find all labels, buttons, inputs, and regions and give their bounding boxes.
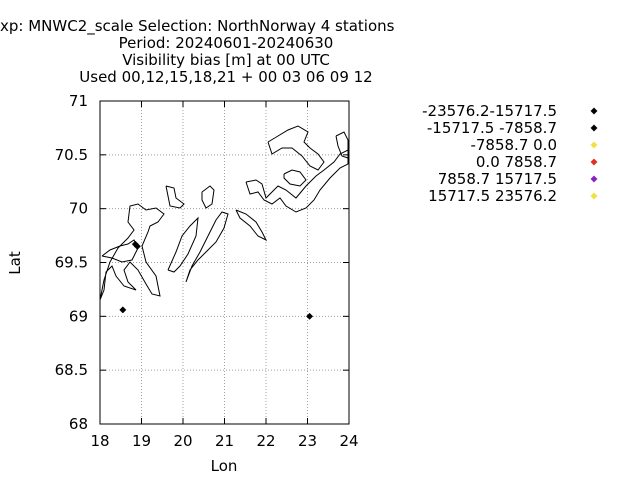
y-tick-label: 69.5 — [55, 254, 88, 272]
legend-label: -7858.7 0.0 — [470, 136, 557, 154]
legend-label: -23576.2-15717.5 — [422, 102, 557, 120]
legend-label: -15717.5 -7858.7 — [427, 119, 557, 137]
legend-marker — [590, 124, 598, 132]
data-point — [119, 306, 127, 314]
legend-marker — [590, 141, 598, 149]
legend-label: 0.0 7858.7 — [476, 153, 557, 171]
x-tick-label: 22 — [256, 432, 275, 450]
x-tick-label: 23 — [298, 432, 317, 450]
y-tick-label: 68.5 — [55, 361, 88, 379]
legend-label: 7858.7 15717.5 — [438, 170, 557, 188]
y-tick-label: 71 — [69, 92, 88, 110]
legend-label: 15717.5 23576.2 — [428, 187, 557, 205]
y-tick-label: 70 — [69, 200, 88, 218]
data-points — [119, 240, 314, 320]
x-tick-label: 21 — [215, 432, 234, 450]
title-line-1: xp: MNWC2_scale Selection: NorthNorway 4… — [0, 17, 395, 36]
data-point — [133, 242, 141, 250]
legend: -23576.2-15717.5-15717.5 -7858.7-7858.7 … — [422, 102, 598, 205]
title-line-2: Period: 20240601-20240630 — [119, 34, 334, 52]
axes: 18 19 20 21 22 23 24 68 68.5 69 69.5 70 70.5 71 — [55, 92, 359, 450]
chart-title: xp: MNWC2_scale Selection: NorthNorway 4… — [0, 17, 395, 86]
y-tick-label: 70.5 — [55, 146, 88, 164]
coastline-map — [99, 125, 349, 301]
legend-marker — [590, 192, 598, 200]
y-axis-label: Lat — [6, 251, 24, 275]
legend-marker — [590, 175, 598, 183]
y-tick-label: 68 — [69, 415, 88, 433]
y-tick-label: 69 — [69, 307, 88, 325]
title-line-4: Used 00,12,15,18,21 + 00 03 06 09 12 — [79, 68, 372, 86]
x-tick-label: 19 — [132, 432, 151, 450]
legend-marker — [590, 107, 598, 115]
x-tick-label: 20 — [173, 432, 192, 450]
legend-marker — [590, 158, 598, 166]
x-axis-label: Lon — [211, 457, 238, 475]
data-point — [306, 312, 314, 320]
x-tick-label: 24 — [339, 432, 358, 450]
x-tick-label: 18 — [90, 432, 109, 450]
title-line-3: Visibility bias [m] at 00 UTC — [122, 51, 330, 69]
